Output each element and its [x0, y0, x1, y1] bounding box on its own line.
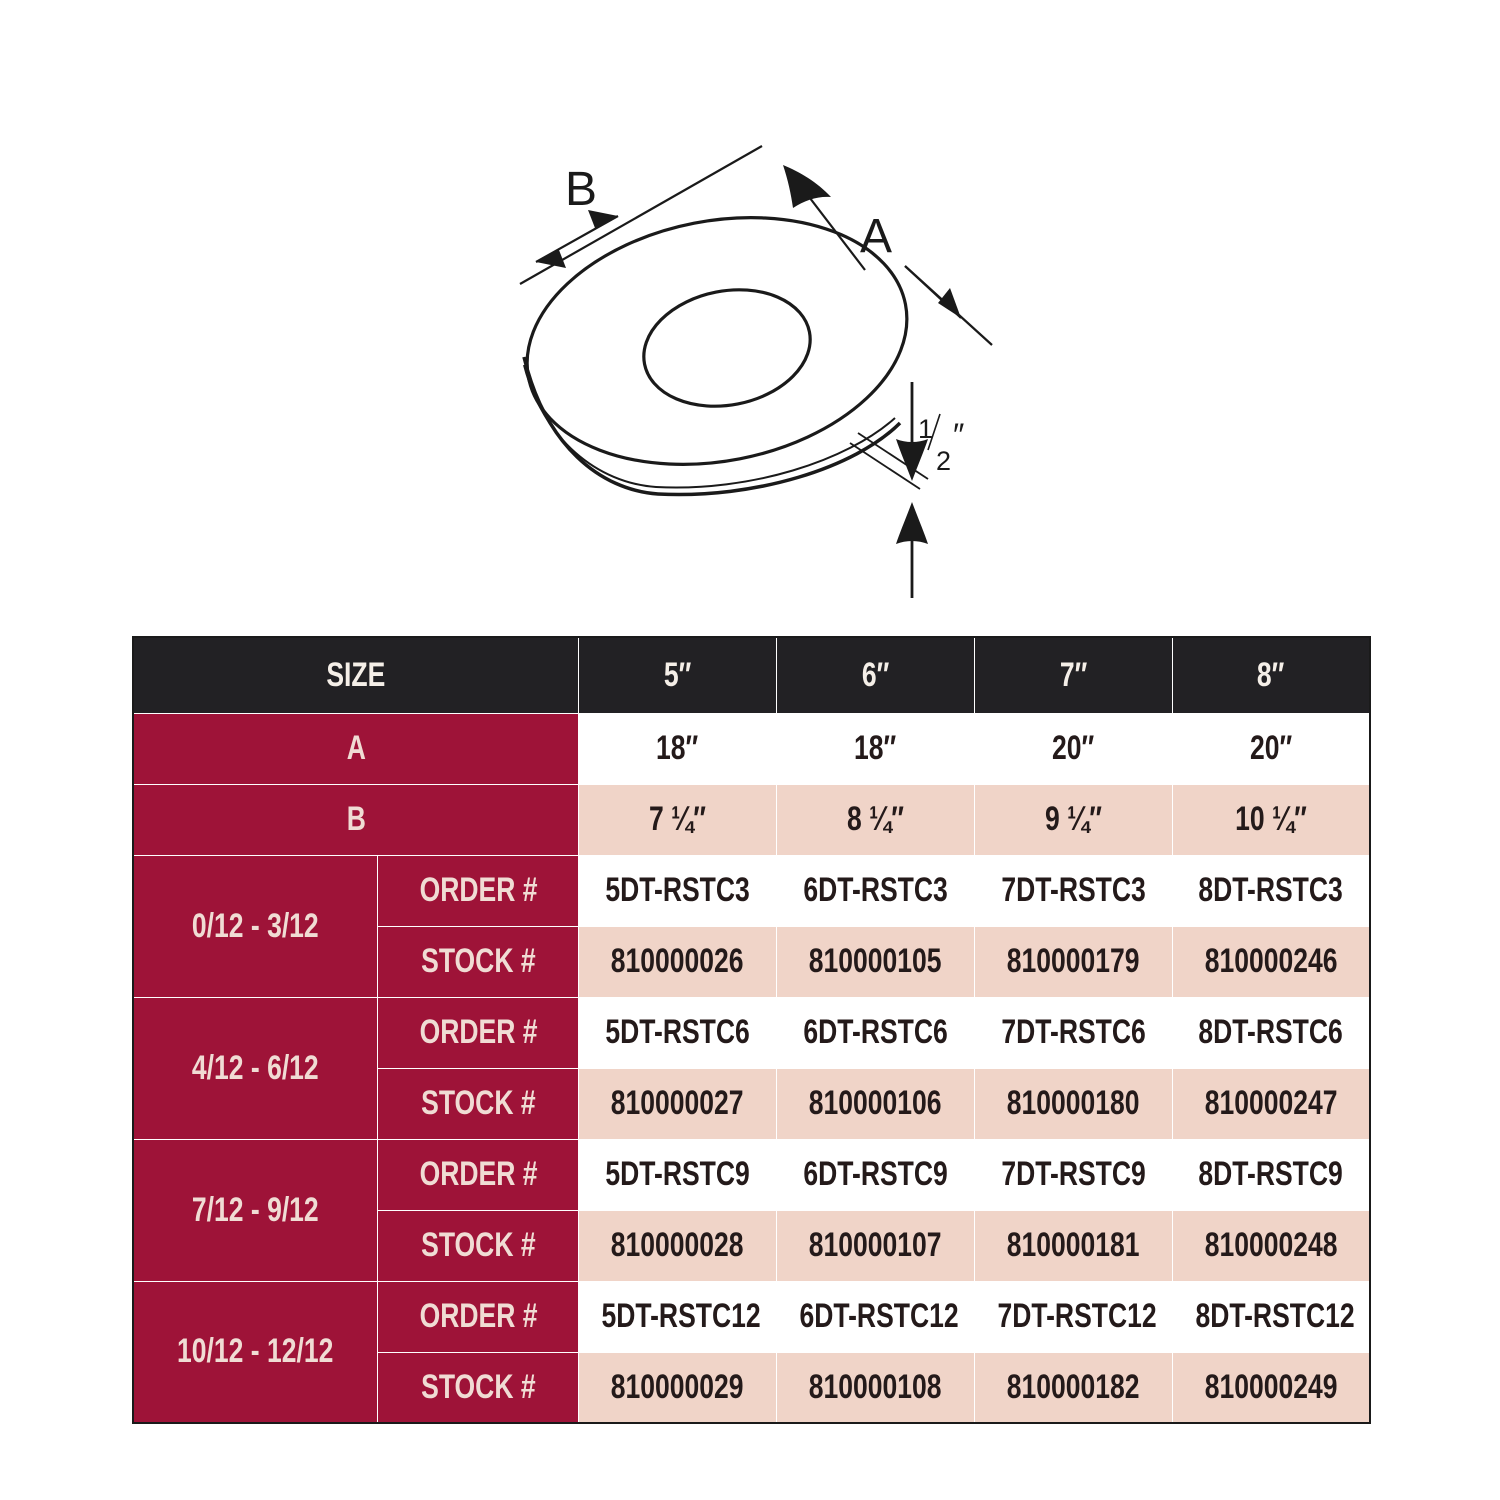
svg-text:A: A: [860, 210, 892, 263]
svg-text:″: ″: [953, 417, 964, 453]
svg-text:2: 2: [936, 446, 951, 476]
svg-text:B: B: [565, 163, 597, 216]
